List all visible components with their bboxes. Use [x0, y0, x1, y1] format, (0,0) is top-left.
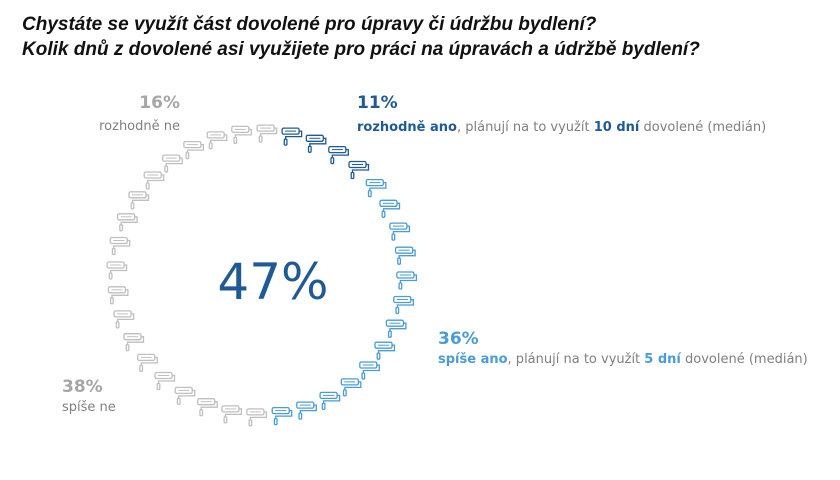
- paint-roller-icon: [137, 353, 158, 373]
- paint-roller-icon: [393, 295, 414, 315]
- paint-roller-icon: [396, 271, 418, 290]
- chart-title-line-2: Kolik dnů z dovolené asi využijete pro p…: [22, 39, 700, 60]
- paint-roller-icon: [221, 405, 243, 424]
- days-rozhodne-ano: 10 dní: [593, 120, 640, 135]
- paint-roller-icon: [128, 191, 150, 210]
- paint-roller-icon: [123, 333, 145, 352]
- paint-roller-icon: [359, 361, 380, 380]
- value-rozhodne-ano: 11%: [357, 93, 398, 113]
- paint-roller-icon: [116, 213, 138, 232]
- paint-roller-icon: [162, 154, 183, 173]
- label-spise-ne: 38% spíše ne: [62, 377, 116, 417]
- paint-roller-icon: [174, 386, 196, 406]
- paint-roller-icon: [197, 398, 218, 417]
- category-name-spise-ano: spíše ano: [438, 352, 508, 367]
- paint-roller-icon: [385, 319, 407, 338]
- desc-spise-ano-before: , plánují na to využít: [507, 352, 645, 367]
- paint-roller-icon: [143, 171, 165, 190]
- desc-rozhodne-ano-before: , plánují na to využít: [456, 120, 594, 135]
- label-rozhodne-ano: 11% rozhodně ano, plánují na to využít 1…: [357, 93, 766, 137]
- desc-rozhodne-ano-after: dovolené (medián): [639, 120, 767, 135]
- paint-roller-icon: [154, 371, 176, 391]
- paint-roller-icon: [206, 131, 228, 150]
- paint-roller-icon: [109, 236, 131, 256]
- category-name-rozhodne-ne: rozhodně ne: [99, 119, 180, 134]
- paint-roller-icon: [379, 199, 401, 218]
- paint-roller-icon: [319, 391, 341, 411]
- paint-roller-icon: [107, 286, 129, 305]
- paint-roller-icon: [231, 125, 252, 145]
- paint-roller-icon: [389, 222, 411, 241]
- category-name-rozhodne-ano: rozhodně ano: [357, 120, 457, 135]
- value-spise-ne: 38%: [62, 377, 103, 397]
- desc-rozhodne-ano: rozhodně ano, plánují na to využít 10 dn…: [357, 119, 766, 137]
- paint-roller-icon: [246, 408, 268, 427]
- paint-roller-icon: [328, 145, 349, 165]
- paint-roller-icon: [113, 310, 135, 329]
- paint-roller-icon: [106, 261, 128, 280]
- paint-roller-icon: [374, 341, 396, 360]
- desc-spise-ano: spíše ano, plánují na to využít 5 dní do…: [438, 351, 808, 369]
- paint-roller-icon: [183, 140, 205, 160]
- value-rozhodne-ne: 16%: [139, 93, 180, 113]
- label-spise-ano: 36% spíše ano, plánují na to využít 5 dn…: [438, 329, 808, 369]
- desc-spise-ano-after: dovolené (medián): [680, 352, 808, 367]
- paint-roller-icon: [394, 246, 416, 265]
- paint-roller-icon: [281, 127, 303, 146]
- paint-roller-icon: [340, 378, 362, 397]
- label-rozhodne-ne: 16% rozhodně ne: [96, 93, 180, 136]
- center-percentage: 47%: [217, 253, 329, 311]
- value-spise-ano: 36%: [438, 329, 479, 349]
- paint-roller-icon: [365, 178, 387, 198]
- paint-roller-icon: [271, 406, 293, 426]
- paint-roller-icon: [256, 124, 278, 143]
- paint-roller-icon: [305, 134, 327, 153]
- days-spise-ano: 5 dní: [644, 352, 681, 367]
- category-name-spise-ne: spíše ne: [62, 400, 116, 415]
- chart-title-line-1: Chystáte se využít část dovolené pro úpr…: [22, 14, 597, 35]
- paint-roller-icon: [296, 401, 317, 420]
- paint-roller-icon: [348, 160, 370, 180]
